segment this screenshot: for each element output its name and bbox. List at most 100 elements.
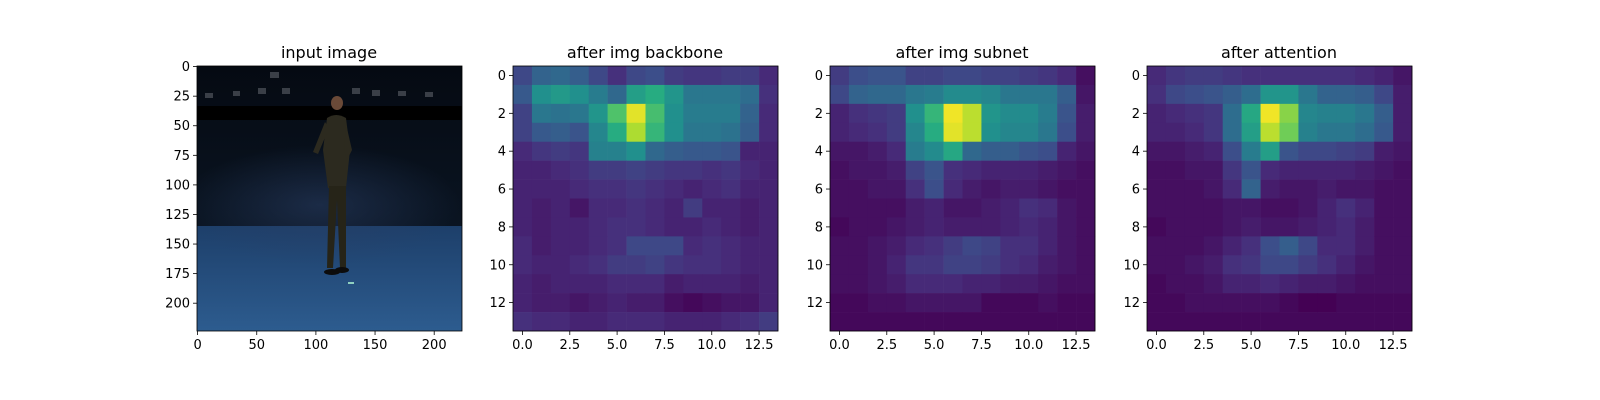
x-tick-label: 5.0: [1241, 338, 1262, 353]
heatmap-cell: [1076, 236, 1096, 256]
heatmap-cell: [664, 141, 684, 161]
heatmap-cell: [702, 122, 722, 143]
heatmap-cell: [1355, 198, 1375, 218]
heatmap-cell: [645, 179, 665, 199]
heatmap-cell: [830, 312, 850, 332]
heatmap-cell: [848, 122, 869, 143]
heatmap-cell: [569, 160, 590, 180]
heatmap-cell: [1298, 217, 1318, 237]
heatmap-cell: [664, 312, 684, 332]
y-tick-label: 10: [1123, 258, 1140, 273]
heatmap-cell: [683, 274, 703, 294]
y-tick-label: 12: [489, 296, 506, 311]
heatmap-cell: [588, 160, 608, 180]
heatmap-cell: [759, 103, 779, 124]
heatmap-cell: [1038, 217, 1058, 237]
heatmap-cell: [1393, 179, 1413, 199]
heatmap-cell: [721, 66, 741, 86]
heatmap-cell: [550, 84, 571, 105]
heatmap-cell: [1165, 312, 1186, 332]
heatmap-cell: [683, 255, 703, 275]
heatmap-cell: [759, 141, 779, 161]
heatmap-cell: [1184, 84, 1205, 105]
heatmap-cell: [1298, 160, 1318, 180]
heatmap-cell: [1336, 84, 1356, 105]
heatmap-cell: [1298, 179, 1318, 199]
heatmap-cell: [1298, 312, 1318, 332]
heatmap-cell: [1279, 160, 1299, 180]
heatmap-cell: [569, 66, 590, 86]
heatmap-cell: [1076, 255, 1096, 275]
heatmap-cell: [1057, 84, 1077, 105]
heatmap-cell: [1038, 66, 1058, 86]
heatmap-cell: [1165, 141, 1186, 161]
heatmap-cell: [1317, 293, 1337, 313]
heatmap-cell: [531, 293, 552, 313]
heatmap-cell: [607, 217, 627, 237]
heatmap-cell: [848, 217, 869, 237]
heatmap-cell: [759, 122, 779, 143]
heatmap-cell: [683, 122, 703, 143]
heatmap-cell: [1147, 160, 1167, 180]
heatmap-cell: [740, 255, 760, 275]
heatmap-cell: [1222, 236, 1242, 256]
heatmap-cell: [1374, 179, 1394, 199]
heatmap-cell: [664, 160, 684, 180]
heatmap-cell: [848, 66, 869, 86]
heatmap-cell: [905, 122, 925, 143]
heatmap-cell: [1076, 198, 1096, 218]
y-tick-label: 8: [815, 220, 823, 235]
heatmap-cell: [848, 312, 869, 332]
heatmap-cell: [1203, 312, 1224, 332]
heatmap-cell: [626, 236, 646, 256]
heatmap-cell: [702, 217, 722, 237]
heatmap-cell: [943, 236, 963, 256]
x-tick-label: 5.0: [924, 338, 945, 353]
heatmap-cell: [626, 274, 646, 294]
heatmap-after-img-backbone: [513, 66, 779, 332]
heatmap-cell: [981, 122, 1001, 143]
heatmap-cell: [830, 66, 850, 86]
heatmap-cell: [1000, 84, 1020, 105]
heatmap-cell: [1374, 255, 1394, 275]
heatmap-cell: [943, 160, 963, 180]
heatmap-cell: [588, 274, 608, 294]
axes-frame: [512, 65, 779, 332]
heatmap-cell: [830, 160, 850, 180]
heatmap-cell: [1203, 255, 1224, 275]
heatmap-cell: [1393, 217, 1413, 237]
heatmap-cell: [1355, 179, 1375, 199]
heatmap-cell: [1076, 293, 1096, 313]
heatmap-cell: [588, 293, 608, 313]
heatmap-cell: [924, 103, 944, 124]
x-tick-label: 50: [248, 338, 265, 353]
heatmap-cell: [1298, 84, 1318, 105]
heatmap-cell: [1019, 160, 1039, 180]
heatmap-cell: [1279, 293, 1299, 313]
heatmap-cell: [867, 141, 888, 161]
heatmap-cell: [1203, 141, 1224, 161]
heatmap-cell: [1260, 217, 1280, 237]
x-tick-label: 7.5: [971, 338, 992, 353]
heatmap-cell: [1038, 198, 1058, 218]
heatmap-cell: [588, 66, 608, 86]
heatmap-cell: [1165, 217, 1186, 237]
heatmap-cell: [830, 236, 850, 256]
heatmap-cell: [1147, 66, 1167, 86]
heatmap-cell: [886, 312, 907, 332]
heatmap-cell: [848, 198, 869, 218]
heatmap-cell: [1260, 84, 1280, 105]
heatmap-cell: [1147, 236, 1167, 256]
y-tick-label: 0: [815, 69, 823, 84]
heatmap-cell: [886, 293, 907, 313]
heatmap-cell: [848, 103, 869, 124]
heatmap-cell: [905, 103, 925, 124]
y-tick-label: 25: [173, 90, 190, 105]
heatmap-cell: [981, 236, 1001, 256]
heatmap-cell: [1279, 103, 1299, 124]
heatmap-cell: [1279, 66, 1299, 86]
heatmap-cell: [943, 312, 963, 332]
heatmap-cell: [924, 255, 944, 275]
heatmap-cell: [664, 198, 684, 218]
